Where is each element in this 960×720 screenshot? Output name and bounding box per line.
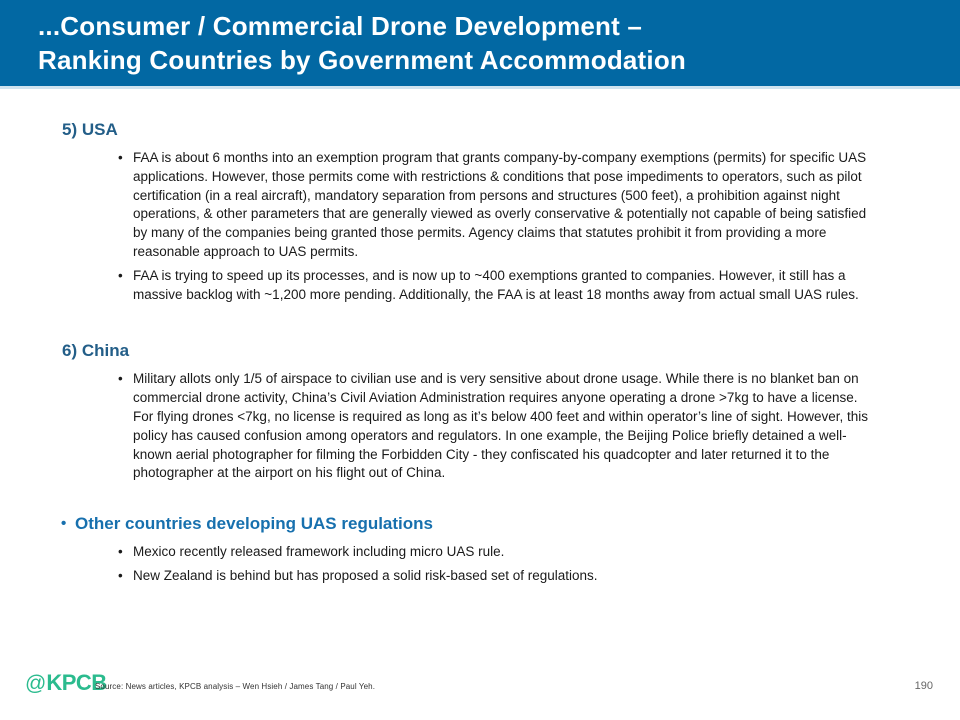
section-other-bullets: Mexico recently released framework inclu… xyxy=(62,543,892,586)
section-other-countries: Other countries developing UAS regulatio… xyxy=(61,514,892,586)
section-china-bullets: Military allots only 1/5 of airspace to … xyxy=(62,370,892,483)
section-china-heading: 6) China xyxy=(62,341,130,361)
kpcb-logo: @KPCB xyxy=(25,670,107,696)
section-china: 6) China Military allots only 1/5 of air… xyxy=(62,341,892,483)
page-number: 190 xyxy=(914,680,933,692)
slide-title-line-1: ...Consumer / Commercial Drone Developme… xyxy=(38,11,643,41)
slide-body: 5) USA FAA is about 6 months into an exe… xyxy=(61,120,892,591)
slide-header: ...Consumer / Commercial Drone Developme… xyxy=(0,0,960,89)
slide-title-line-2: Ranking Countries by Government Accommod… xyxy=(38,45,687,75)
kpcb-logo-text: KPCB xyxy=(46,670,107,695)
list-item: Mexico recently released framework inclu… xyxy=(118,543,870,562)
list-item: New Zealand is behind but has proposed a… xyxy=(118,567,870,586)
slide-footer: @KPCB Source: News articles, KPCB analys… xyxy=(0,660,960,720)
section-other-heading: Other countries developing UAS regulatio… xyxy=(61,514,892,534)
kpcb-logo-at-symbol: @ xyxy=(25,672,47,695)
section-usa-heading: 5) USA xyxy=(62,120,118,139)
list-item: Military allots only 1/5 of airspace to … xyxy=(118,370,870,483)
source-attribution: Source: News articles, KPCB analysis – W… xyxy=(95,682,376,691)
section-usa: 5) USA FAA is about 6 months into an exe… xyxy=(62,120,892,304)
section-usa-bullets: FAA is about 6 months into an exemption … xyxy=(62,149,892,304)
list-item: FAA is about 6 months into an exemption … xyxy=(118,149,870,262)
list-item: FAA is trying to speed up its processes,… xyxy=(118,267,870,305)
